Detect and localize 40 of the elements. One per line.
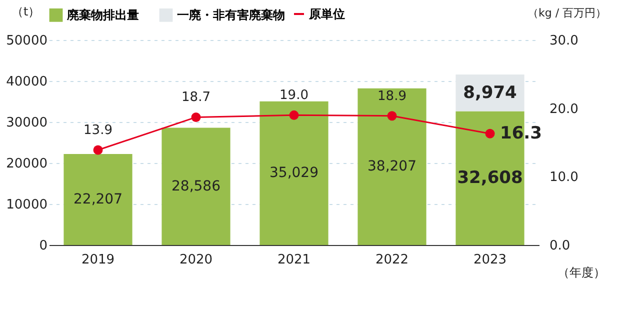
point [485, 128, 495, 138]
data-label: 28,586 [172, 178, 221, 194]
x-tick-label: 2020 [179, 252, 213, 268]
data-label: 8,974 [463, 82, 518, 103]
x-tick-label: 2023 [473, 252, 507, 268]
point [289, 110, 299, 120]
y2-tick-label: 10.0 [550, 170, 578, 186]
legend-label: 原単位 [308, 7, 345, 21]
y2-tick-label: 20.0 [550, 102, 578, 117]
data-label: 35,029 [270, 165, 318, 182]
y2-tick-label: 30.0 [550, 34, 578, 48]
bar [358, 88, 426, 245]
x-tick-label: 2021 [277, 252, 311, 268]
x-tick-label: 2019 [81, 252, 115, 268]
y-tick-label: 30000 [6, 116, 48, 130]
data-label: 38,207 [368, 158, 416, 175]
bar [260, 101, 328, 245]
point [387, 111, 397, 121]
data-label: 22,207 [74, 191, 122, 208]
y2-tick-label: 0.0 [550, 238, 570, 254]
data-label: 32,608 [457, 168, 523, 188]
data-label: 13.9 [84, 123, 112, 138]
y-tick-label: 50000 [6, 34, 48, 48]
bar [64, 154, 132, 245]
y-tick-label: 0 [39, 238, 48, 254]
y-tick-label: 40000 [6, 74, 48, 90]
point [93, 145, 103, 155]
y-axis-title: （t） [12, 4, 40, 18]
data-label: 18.7 [182, 90, 210, 106]
point [191, 112, 201, 122]
legend-label: 一廃・非有害廃棄物 [177, 8, 285, 22]
y2-axis-title: （kg / 百万円） [528, 6, 607, 20]
legend-label: 廃棄物排出量 [66, 8, 139, 22]
y-tick-label: 10000 [6, 198, 48, 212]
data-label: 18.9 [378, 88, 406, 104]
x-tick-label: 2022 [375, 252, 409, 268]
bar [162, 128, 230, 245]
data-label: 19.0 [280, 88, 308, 104]
y-tick-label: 20000 [6, 156, 48, 172]
x-axis-title: （年度） [558, 266, 606, 280]
